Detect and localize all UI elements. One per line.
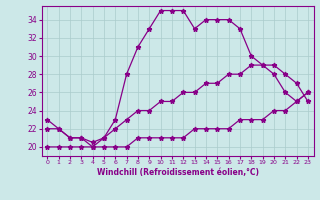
X-axis label: Windchill (Refroidissement éolien,°C): Windchill (Refroidissement éolien,°C) (97, 168, 259, 177)
